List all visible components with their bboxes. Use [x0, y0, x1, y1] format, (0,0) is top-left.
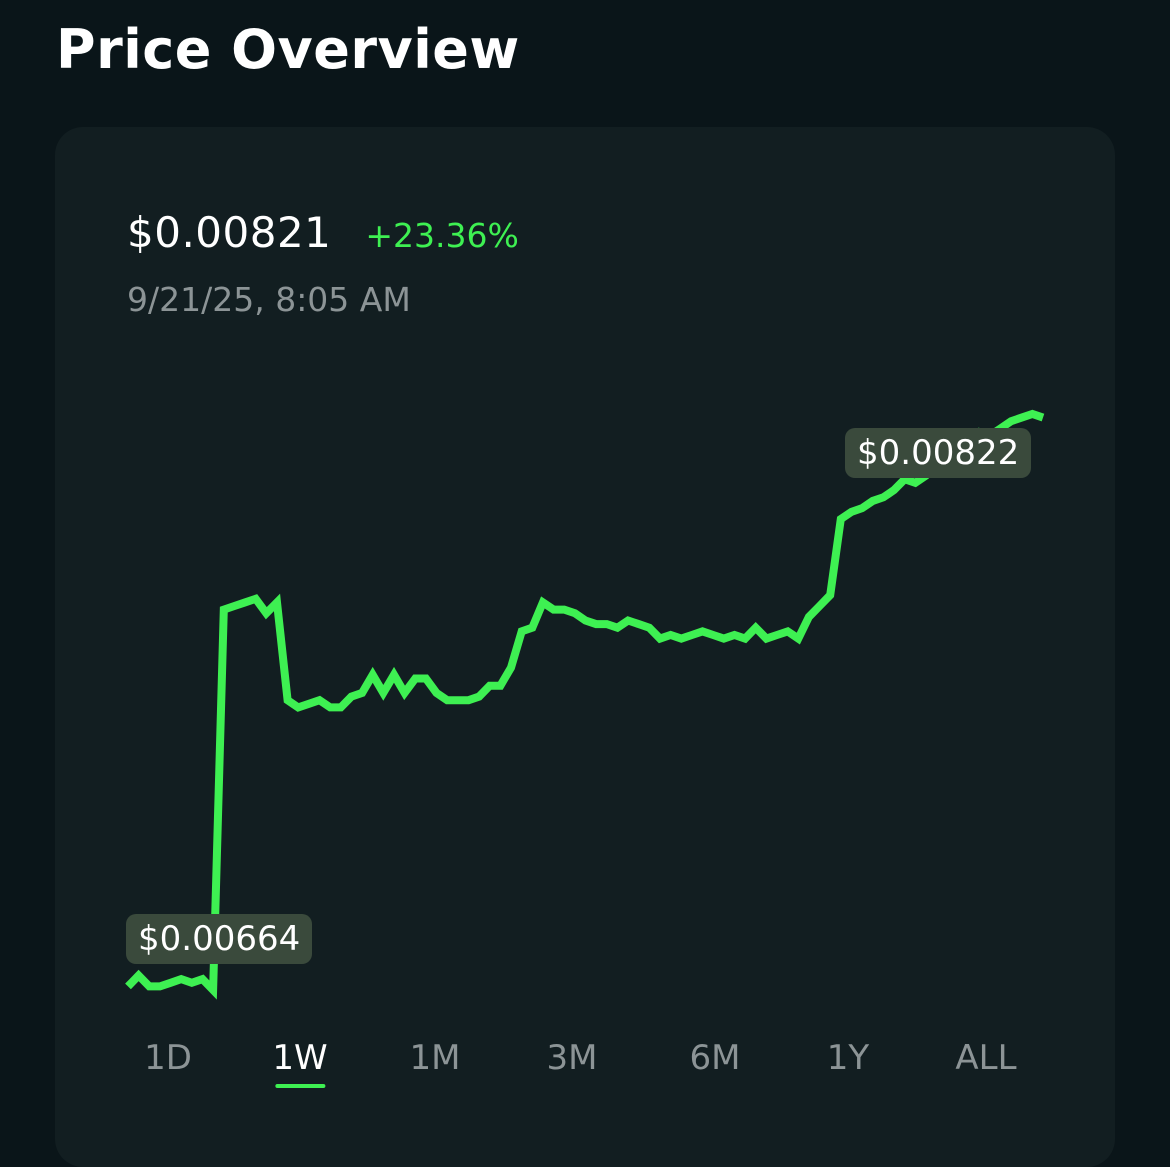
- price-timestamp: 9/21/25, 8:05 AM: [127, 280, 411, 319]
- price-change: +23.36%: [365, 216, 519, 255]
- page-title: Price Overview: [56, 18, 520, 81]
- range-tab-3m[interactable]: 3M: [546, 1038, 598, 1078]
- range-tab-1y[interactable]: 1Y: [826, 1038, 870, 1078]
- price-summary: $0.00821 +23.36%: [127, 208, 519, 257]
- current-price: $0.00821: [127, 208, 332, 257]
- time-range-selector: 1D 1W 1M 3M 6M 1Y ALL: [0, 1038, 1170, 1098]
- range-tab-1m[interactable]: 1M: [409, 1038, 461, 1078]
- range-tab-6m[interactable]: 6M: [689, 1038, 741, 1078]
- active-range-indicator: [275, 1084, 325, 1088]
- range-tab-1w[interactable]: 1W: [272, 1038, 328, 1088]
- high-price-label: $0.00822: [845, 428, 1032, 478]
- range-tab-all[interactable]: ALL: [955, 1038, 1017, 1078]
- low-price-label: $0.00664: [126, 914, 313, 964]
- range-tab-1d[interactable]: 1D: [144, 1038, 192, 1078]
